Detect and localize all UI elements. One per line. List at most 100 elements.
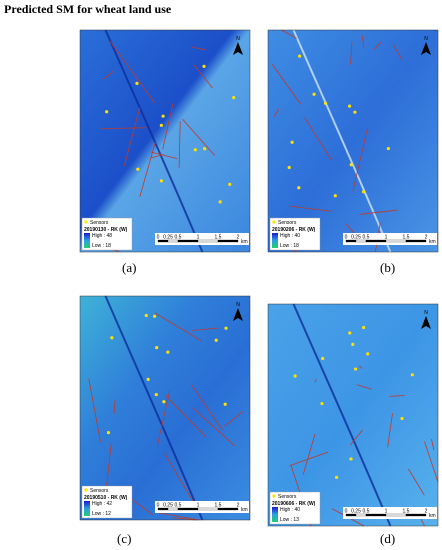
legend-box <box>269 217 321 251</box>
sensor <box>287 165 291 170</box>
river <box>104 295 204 521</box>
scale-tick-label: 0.25 <box>351 235 361 241</box>
north-arrow <box>421 316 431 329</box>
legend-sensor-icon <box>84 488 88 492</box>
field-boundary <box>162 103 174 150</box>
field-boundary <box>304 117 332 161</box>
scale-tick-label: 1 <box>197 503 200 509</box>
field-boundary <box>165 395 207 438</box>
legend-ramp <box>84 501 90 516</box>
sensor <box>228 182 232 186</box>
north-label: N <box>424 36 428 42</box>
scale-tick-label: 1 <box>385 235 388 241</box>
field-boundary <box>356 384 372 390</box>
sensor <box>349 457 353 461</box>
sensor <box>347 104 352 108</box>
scale-tick-label: 2 <box>237 235 240 241</box>
field-boundary <box>359 365 363 369</box>
field-boundary <box>193 64 213 89</box>
map-raster <box>268 304 438 526</box>
sensor <box>214 338 218 342</box>
scale-unit: km <box>429 513 436 519</box>
field-boundary <box>123 107 141 166</box>
sensor <box>162 400 166 404</box>
river <box>292 303 392 527</box>
sensor <box>361 190 366 194</box>
sensor <box>293 374 297 378</box>
sensor <box>106 431 111 435</box>
legend-sensor-icon <box>84 220 88 224</box>
sensor <box>161 114 165 118</box>
legend-date: 20190510 - RK (W) <box>84 495 128 501</box>
field-boundary <box>192 407 236 447</box>
river <box>292 29 392 253</box>
field-boundary <box>190 383 223 431</box>
field-boundary <box>178 121 181 168</box>
sensor <box>323 101 328 105</box>
legend-sensor: Sensors <box>90 220 109 226</box>
sensor <box>202 64 206 68</box>
scale-tick-label: 0.5 <box>175 235 182 241</box>
scale-tick-label: 2 <box>425 235 428 241</box>
field-boundary <box>224 410 244 427</box>
map-border <box>79 29 251 253</box>
field-boundary <box>191 46 206 51</box>
legend-high: High : 42 <box>92 501 112 507</box>
north-label: N <box>236 36 240 42</box>
sensor <box>386 146 390 151</box>
scale-tick-label: 0.5 <box>363 235 370 241</box>
scale-tick-label: 1.5 <box>403 509 410 515</box>
scale-tick-label: 0 <box>157 503 160 509</box>
sensor <box>334 475 339 479</box>
scale-tick-label: 0 <box>345 235 348 241</box>
legend-date: 20190206 - RK (W) <box>272 227 316 233</box>
sensor <box>203 147 207 151</box>
scale-segment <box>217 239 239 243</box>
field-boundary <box>302 433 316 475</box>
scale-tick-label: 2 <box>237 503 240 509</box>
legend-ramp <box>272 233 278 248</box>
north-arrow <box>421 42 431 55</box>
panel-label: (b) <box>380 260 395 275</box>
legend-ramp <box>272 507 278 522</box>
north-arrow <box>233 42 243 55</box>
scale-unit: km <box>241 239 248 245</box>
field-boundary <box>106 443 112 487</box>
map-raster <box>268 30 438 252</box>
field-boundary <box>392 44 403 61</box>
river <box>104 29 204 253</box>
scale-segment <box>405 239 427 243</box>
sensor <box>362 325 366 330</box>
field-boundary <box>289 205 332 212</box>
scale-tick-label: 1.5 <box>215 235 222 241</box>
field-boundary <box>139 142 156 197</box>
panel-label: (a) <box>122 260 136 275</box>
legend-sensor: Sensors <box>90 488 109 494</box>
field-boundary <box>350 41 353 65</box>
scale-tick-label: 1 <box>385 509 388 515</box>
sensor <box>110 336 114 340</box>
north-label: N <box>236 302 240 308</box>
sensor <box>105 110 109 114</box>
scale-tick-label: 1 <box>197 235 200 241</box>
field-boundary <box>349 429 363 446</box>
field-boundary <box>156 390 171 447</box>
sensor <box>351 342 355 346</box>
sensor <box>354 367 358 371</box>
sensor <box>224 326 228 330</box>
scale-tick-label: 0 <box>157 235 160 241</box>
sensor <box>136 167 140 171</box>
field-boundary <box>109 40 156 103</box>
scale-tick-label: 0.25 <box>163 235 173 241</box>
sensor <box>154 393 158 397</box>
field-boundary <box>373 41 382 50</box>
scale-segment <box>405 513 427 517</box>
scale-tick-label: 1.5 <box>215 503 222 509</box>
field-boundary <box>408 468 425 496</box>
sensor <box>366 352 370 356</box>
sensor <box>290 140 294 144</box>
sensor <box>333 194 337 198</box>
